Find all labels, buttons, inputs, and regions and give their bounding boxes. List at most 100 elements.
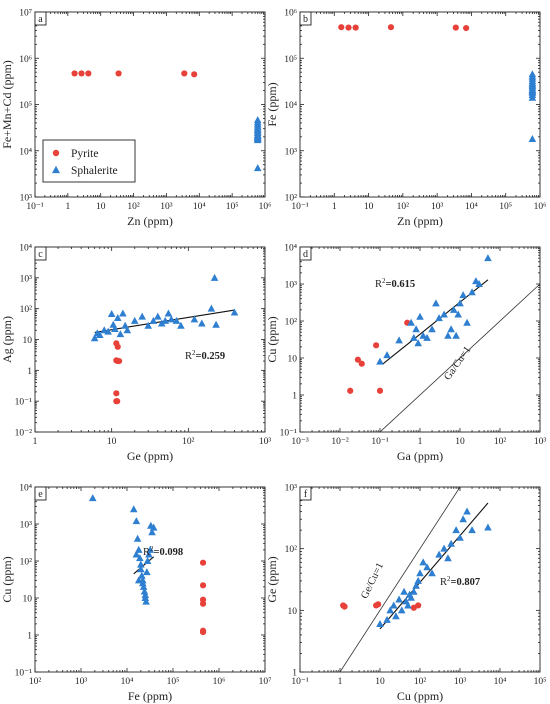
sphalerite-point (416, 569, 424, 577)
sphalerite-point (138, 571, 146, 579)
panel-b: 10⁻¹ 1 10 10² 10³ 10⁴ 10⁵ 10⁶ 10² 10³ 10⁴ 10⁵ 10⁶ Zn … (265, 9, 546, 229)
sphalerite-point (440, 544, 448, 552)
x-tick-label: 10⁴ (465, 202, 479, 212)
sphalerite-point (109, 320, 118, 328)
sphalerite-point (104, 327, 112, 335)
panel-letter: b (303, 14, 308, 25)
x-tick-label: 10 (107, 437, 117, 447)
sphalerite-point (132, 550, 141, 558)
y-axis-label: Ag (ppm) (0, 316, 14, 363)
sphalerite-point (167, 315, 176, 323)
sphalerite-point (435, 314, 443, 322)
y-tick-label: 10⁻² (15, 429, 33, 439)
panel-letter: a (38, 14, 43, 25)
sphalerite-point (253, 164, 262, 172)
y-tick-label: 10 (288, 607, 298, 617)
r-squared-label: R2=0.807 (440, 575, 480, 588)
sphalerite-point (392, 612, 400, 620)
pyrite-point (415, 602, 422, 609)
plot-frame (34, 246, 266, 433)
sphalerite-point (397, 606, 406, 614)
sphalerite-point (383, 615, 391, 623)
y-tick-label: 10⁴ (19, 484, 33, 494)
sphalerite-point (113, 313, 122, 321)
y-tick-label: 10³ (285, 484, 298, 494)
sphalerite-point (212, 320, 220, 328)
y-tick-label: 10³ (20, 521, 33, 531)
plot-frame (299, 246, 541, 433)
x-tick-label: 10⁻¹ (26, 202, 44, 212)
sphalerite-point (95, 330, 104, 338)
y-tick-label: 10⁵ (284, 55, 297, 65)
x-tick-label: 10⁶ (213, 677, 226, 687)
plot-frame (299, 486, 541, 673)
y-tick-label: 10⁴ (19, 147, 33, 157)
pyrite-point (78, 70, 85, 77)
r-squared-label: R2=0.259 (185, 349, 225, 362)
sphalerite-point (376, 357, 384, 365)
pyrite-point (375, 601, 382, 608)
y-axis-label: Fe+Mn+Cd (ppm) (0, 60, 14, 149)
y-tick-label: 10⁷ (19, 9, 32, 19)
sphalerite-point (146, 545, 155, 553)
sphalerite-point (410, 587, 418, 595)
x-tick-label: 10³ (160, 202, 173, 212)
sphalerite-point (119, 309, 127, 317)
y-tick-label: 10³ (20, 194, 33, 204)
sphalerite-point (528, 134, 537, 142)
sphalerite-point (432, 299, 440, 307)
y-tick-label: 10⁻¹ (280, 429, 298, 439)
x-tick-label: 10² (182, 437, 195, 447)
x-tick-label: 1 (65, 202, 70, 212)
sphalerite-point (134, 545, 143, 553)
sphalerite-point (383, 351, 391, 359)
sphalerite-point (230, 308, 239, 316)
panel-letter: d (303, 249, 308, 260)
sphalerite-point (468, 526, 476, 534)
pyrite-point (463, 24, 470, 32)
sphalerite-point (447, 325, 455, 333)
x-tick-label: 10³ (534, 437, 547, 447)
y-tick-label: 10³ (285, 281, 298, 291)
sphalerite-point (164, 309, 173, 317)
x-tick-label: 10⁶ (259, 202, 272, 212)
ratio-reference-line (339, 487, 461, 672)
sphalerite-point (452, 526, 460, 534)
sphalerite-point (253, 136, 262, 144)
sphalerite-point (452, 331, 460, 339)
y-tick-label: 10 (23, 336, 33, 346)
pyrite-point (354, 356, 361, 363)
y-axis-label: Cu (ppm) (265, 316, 279, 362)
y-tick-label: 10⁻¹ (15, 398, 33, 408)
pyrite-point (345, 24, 352, 31)
ratio-line-label: Ge/Cu=1 (359, 561, 386, 601)
y-tick-label: 10³ (285, 147, 298, 157)
pyrite-point (387, 24, 395, 31)
sphalerite-point (423, 333, 431, 341)
sphalerite-point (172, 316, 181, 324)
x-axis-label: Zn (ppm) (397, 214, 443, 228)
sphalerite-point (143, 557, 152, 564)
legend-pyrite-label: Pyrite (71, 148, 98, 160)
x-tick-label: 10⁵ (226, 202, 239, 212)
sphalerite-point (134, 576, 143, 584)
sphalerite-point (463, 318, 471, 326)
sphalerite-point (412, 325, 420, 333)
sphalerite-point (136, 554, 144, 562)
sphalerite-point (149, 316, 158, 324)
x-tick-label: 10⁻¹ (291, 677, 309, 687)
sphalerite-point (142, 597, 150, 605)
sphalerite-point (132, 517, 141, 525)
sphalerite-point (210, 273, 219, 281)
panel-letter-box (299, 11, 312, 26)
panel-letter: f (304, 489, 308, 500)
y-tick-label: 10⁴ (19, 244, 33, 254)
sphalerite-point (484, 254, 492, 262)
panel-e: 10² 10³ 10⁴ 10⁵ 10⁶ 10⁷ 10⁻¹ 1 10 10² 10³ 10⁴ Fe (pp… (0, 484, 271, 704)
pyrite-point (352, 24, 359, 31)
sphalerite-point (116, 330, 125, 338)
y-tick-label: 10⁻¹ (15, 669, 33, 679)
x-tick-label: 10² (127, 202, 140, 212)
